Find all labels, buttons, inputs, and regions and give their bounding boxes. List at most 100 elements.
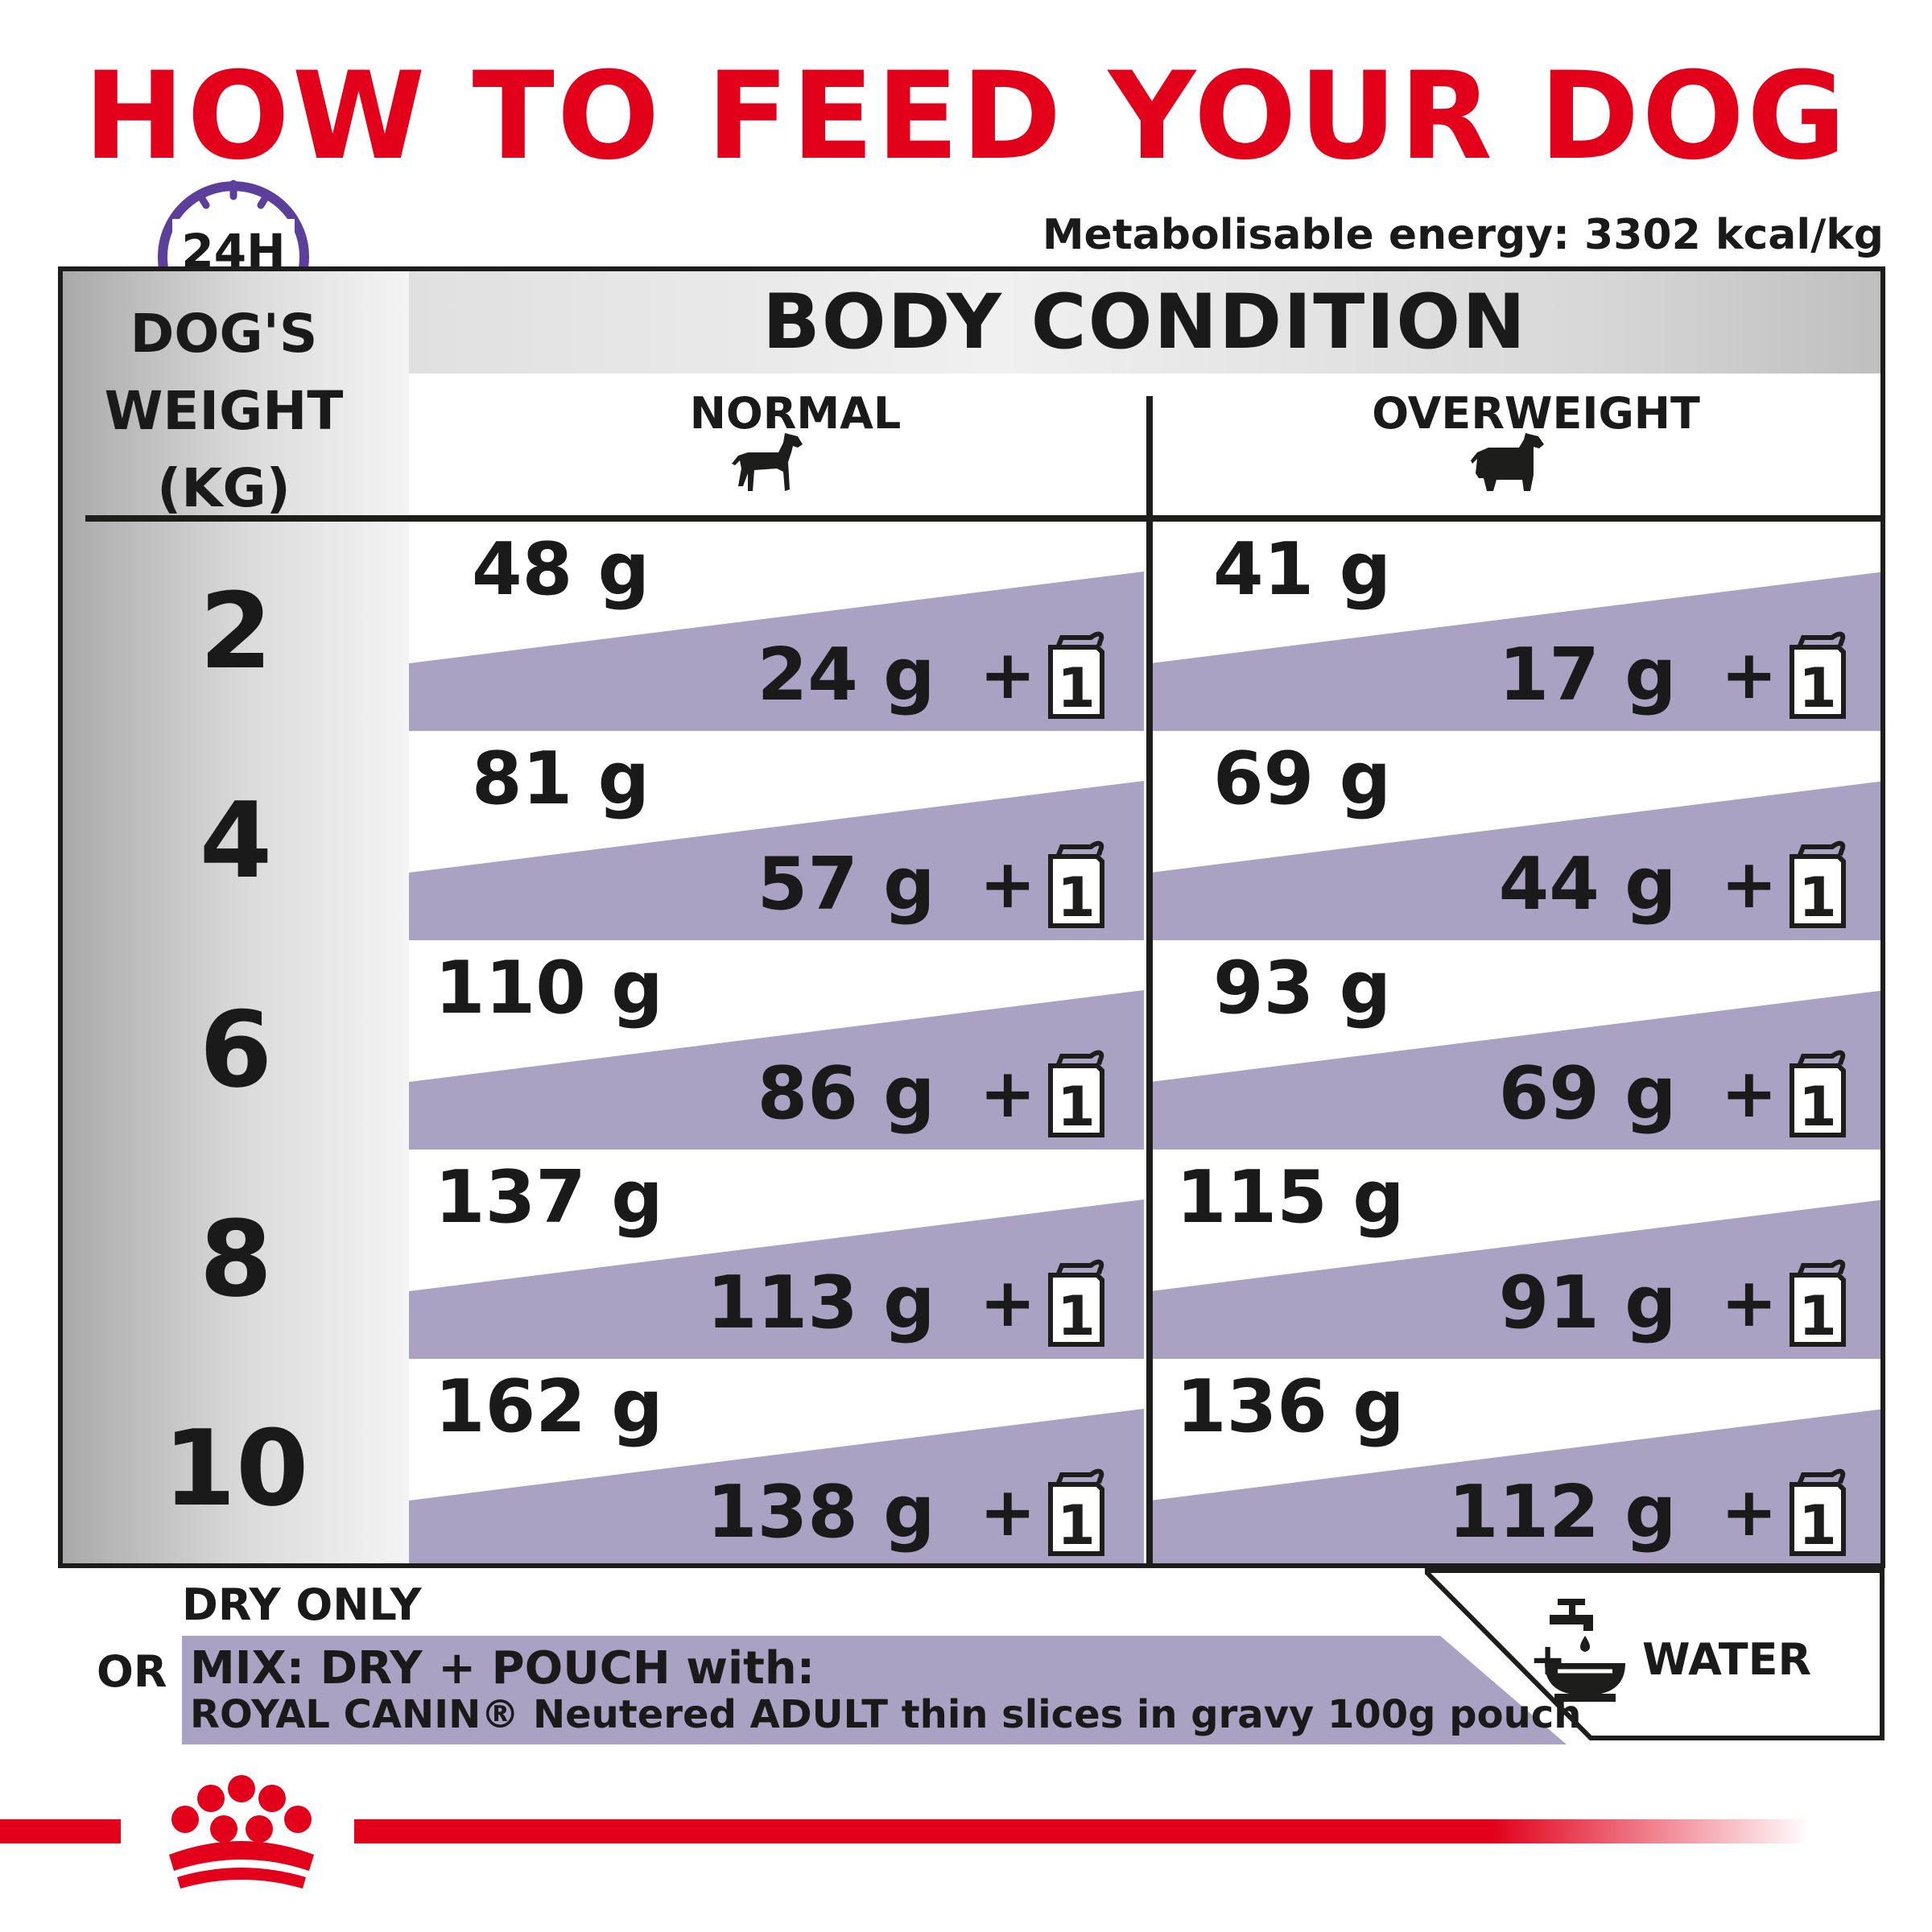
dog-normal-icon <box>732 433 803 491</box>
cell-overweight: 115 g 91 g +1 <box>1150 1150 1880 1359</box>
feeding-table: BODY CONDITION DOG'S WEIGHT (KG) NORMAL … <box>58 266 1885 1568</box>
brand-red-line <box>0 1819 1811 1843</box>
pouch-icon: 1 <box>1048 1468 1104 1557</box>
water-tap-icon <box>1545 1599 1625 1702</box>
cell-overweight: 93 g 69 g +1 <box>1150 940 1880 1150</box>
cell-normal: 137 g 113 g +1 <box>409 1150 1144 1359</box>
feeding-rows: 48 g 24 g +1 41 g 17 g +1 81 g 57 g +1 69 g 44 g +1… <box>409 522 1880 1563</box>
crown-logo <box>169 1775 314 1889</box>
weight-label: 2 <box>199 570 273 692</box>
legend-mix-band <box>182 1636 1567 1744</box>
mix-amount: 113 g <box>706 1260 935 1345</box>
plus-sign: + <box>979 1472 1036 1551</box>
plus-sign: + <box>1720 844 1777 923</box>
pouch-icon: 1 <box>1790 1050 1846 1138</box>
weight-header-line-1: DOG'S <box>130 303 318 365</box>
mix-wedge <box>409 572 1144 731</box>
pouch-icon: 1 <box>1048 1259 1104 1348</box>
pouch-icon: 1 <box>1790 1259 1846 1348</box>
column-divider <box>1146 396 1153 1563</box>
pouch-count: 1 <box>1057 1494 1095 1557</box>
weight-header: DOG'S WEIGHT (KG) <box>63 295 385 527</box>
pouch-count: 1 <box>1798 1075 1836 1138</box>
mix-amount: 91 g <box>1498 1260 1677 1345</box>
cell-overweight: 69 g 44 g +1 <box>1150 731 1880 940</box>
legend-mix-product: ROYAL CANIN® Neutered ADULT thin slices … <box>190 1692 1582 1737</box>
weight-label: 6 <box>199 989 273 1111</box>
cell-normal: 162 g 138 g +1 <box>409 1359 1144 1563</box>
mix-amount: 24 g <box>757 632 935 717</box>
metabolisable-energy: Metabolisable energy: 3302 kcal/kg <box>1042 211 1884 259</box>
mix-wedge <box>1150 1409 1880 1563</box>
plus-sign: + <box>1720 1263 1777 1342</box>
dry-amount: 137 g <box>435 1155 663 1240</box>
pouch-icon: 1 <box>1790 631 1846 720</box>
pouch-icon: 1 <box>1048 1050 1104 1138</box>
pouch-count: 1 <box>1057 866 1095 929</box>
mix-wedge <box>409 1199 1144 1359</box>
body-condition-title: BODY CONDITION <box>762 279 1527 366</box>
plus-sign: + <box>979 635 1036 714</box>
mix-amount: 44 g <box>1498 841 1677 927</box>
cell-normal: 110 g 86 g +1 <box>409 940 1144 1150</box>
dry-amount: 93 g <box>1213 946 1392 1030</box>
water-box <box>1425 1568 1885 1740</box>
mix-amount-group: 91 g +1 <box>1498 1259 1847 1348</box>
mix-wedge <box>409 990 1144 1150</box>
pouch-count: 1 <box>1057 1075 1095 1138</box>
mix-amount-group: 17 g +1 <box>1499 631 1847 720</box>
condition-normal-label: NORMAL <box>689 388 902 439</box>
mix-amount-group: 44 g +1 <box>1498 840 1847 929</box>
mix-wedge <box>409 781 1144 940</box>
pouch-count: 1 <box>1057 657 1095 720</box>
pouch-count: 1 <box>1798 1494 1836 1557</box>
weight-column-bg <box>63 271 409 1563</box>
mix-wedge <box>1150 572 1880 731</box>
water-label: WATER <box>1642 1634 1812 1685</box>
legend-or: OR <box>97 1646 167 1697</box>
plus-sign: + <box>979 844 1036 923</box>
legend-mix-title: MIX: DRY + POUCH with: <box>190 1642 815 1695</box>
cell-normal: 81 g 57 g +1 <box>409 731 1144 940</box>
dry-amount: 115 g <box>1176 1155 1405 1240</box>
mix-amount-group: 57 g +1 <box>757 840 1105 929</box>
cell-overweight: 41 g 17 g +1 <box>1150 522 1880 731</box>
dog-overweight-icon <box>1471 433 1544 491</box>
pouch-icon: 1 <box>1790 840 1846 929</box>
mix-amount: 86 g <box>757 1051 935 1136</box>
weight-label: 8 <box>199 1198 273 1320</box>
page-title: HOW TO FEED YOUR DOG <box>83 47 1849 187</box>
weight-label: 10 <box>163 1407 309 1530</box>
mix-wedge <box>1150 781 1880 940</box>
pouch-count: 1 <box>1798 866 1836 929</box>
mix-wedge <box>409 1409 1144 1563</box>
dry-amount: 81 g <box>472 737 650 821</box>
pouch-count: 1 <box>1798 1285 1836 1348</box>
mix-amount: 69 g <box>1498 1051 1677 1136</box>
mix-amount-group: 113 g +1 <box>706 1259 1105 1348</box>
cell-normal: 48 g 24 g +1 <box>409 522 1144 731</box>
pouch-icon: 1 <box>1790 1468 1846 1557</box>
condition-overweight-label: OVERWEIGHT <box>1372 388 1700 439</box>
header-divider <box>85 515 1880 522</box>
plus-sign: + <box>1720 1472 1777 1551</box>
mix-wedge <box>1150 990 1880 1150</box>
body-condition-band <box>409 271 1880 374</box>
pouch-icon: 1 <box>1048 840 1104 929</box>
mix-amount-group: 138 g +1 <box>706 1468 1105 1557</box>
weight-header-line-3: (KG) <box>157 457 291 519</box>
pouch-count: 1 <box>1057 1285 1095 1348</box>
mix-amount: 112 g <box>1447 1469 1677 1554</box>
dry-amount: 41 g <box>1213 527 1392 612</box>
mix-amount: 57 g <box>757 841 935 927</box>
dry-amount: 110 g <box>435 946 663 1030</box>
weight-label: 4 <box>199 779 273 902</box>
dry-amount: 162 g <box>435 1364 663 1449</box>
cell-overweight: 136 g 112 g +1 <box>1150 1359 1880 1563</box>
plus-sign: + <box>979 1054 1036 1133</box>
dry-amount: 48 g <box>472 527 650 612</box>
mix-amount: 138 g <box>706 1469 935 1554</box>
legend-dry-only: DRY ONLY <box>182 1579 422 1630</box>
mix-amount-group: 24 g +1 <box>757 631 1105 720</box>
weight-header-line-2: WEIGHT <box>104 380 344 442</box>
